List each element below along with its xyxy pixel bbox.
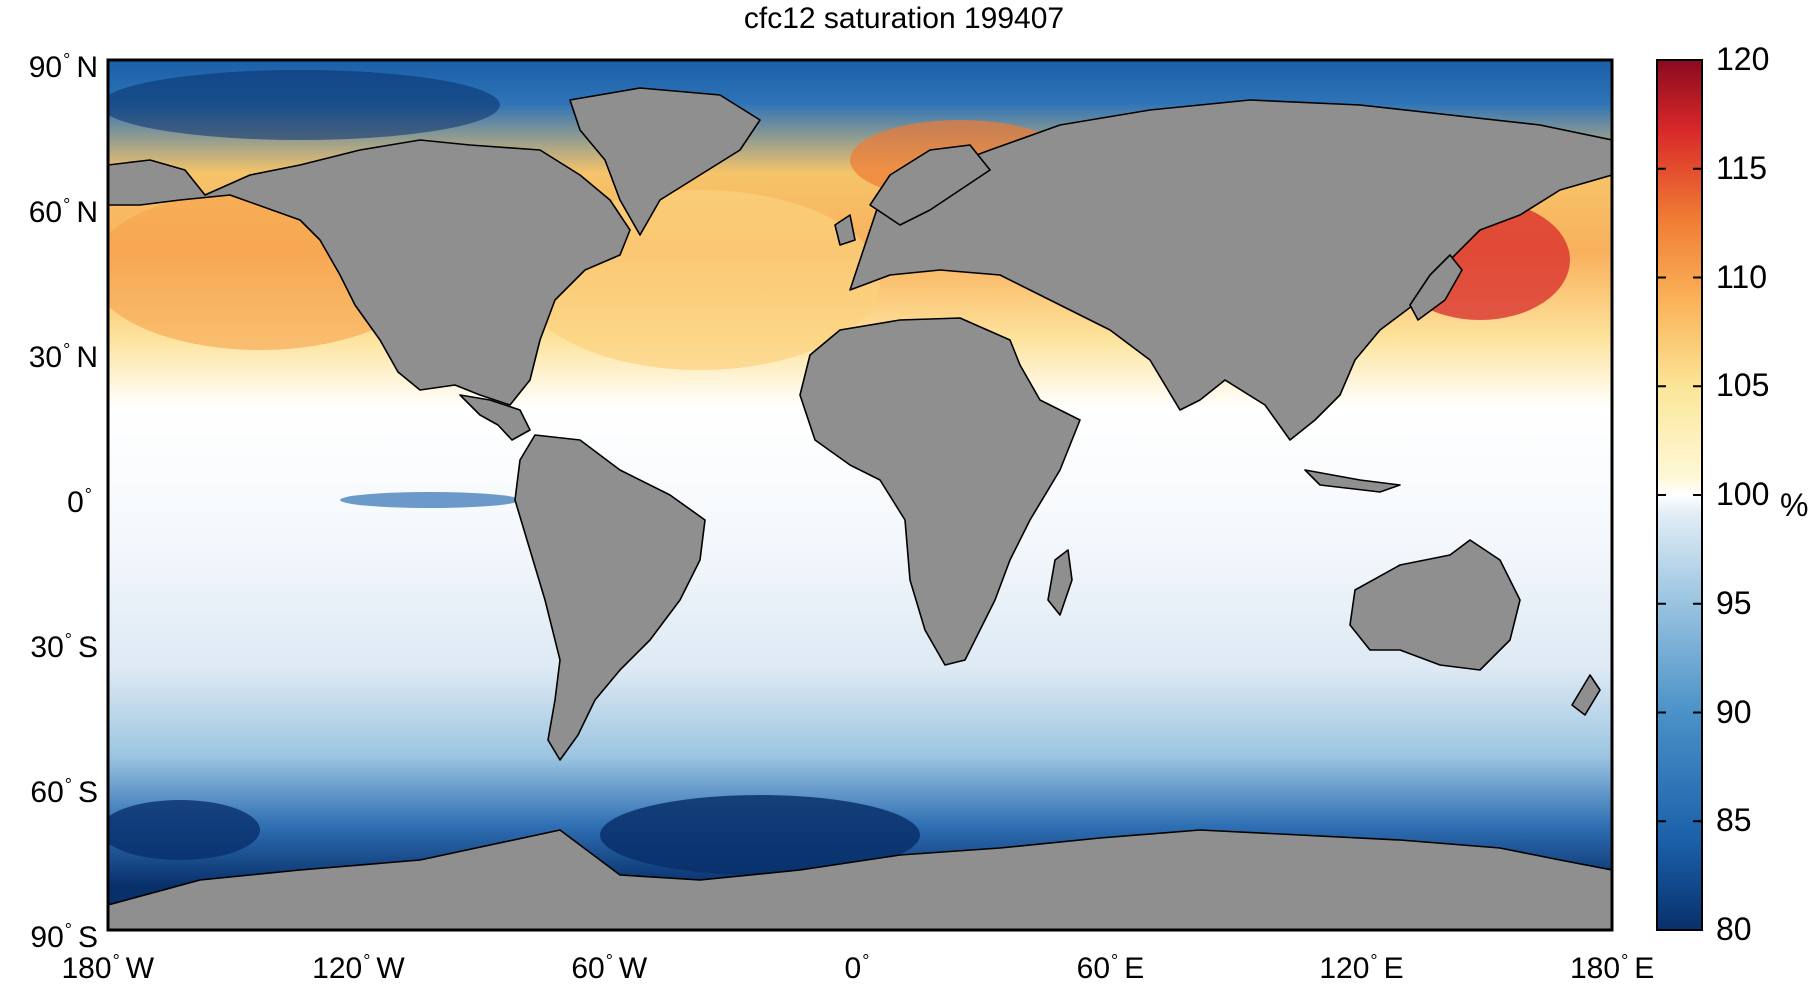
colorbar-tick-label: 110 bbox=[1716, 258, 1768, 295]
latitude-tick-label: 60° S bbox=[30, 775, 98, 809]
latitude-tick-label: 0° bbox=[67, 485, 92, 519]
colorbar-unit: % bbox=[1780, 487, 1808, 523]
colorbar-tick-label: 100 bbox=[1716, 476, 1770, 512]
madagascar-land bbox=[1047, 549, 1073, 616]
scandinavia-land bbox=[869, 144, 991, 226]
latitude-tick-label: 90° N bbox=[28, 50, 98, 84]
ross-sea-low bbox=[108, 800, 260, 860]
central-america-land bbox=[459, 394, 531, 441]
colorbar-tick-label: 115 bbox=[1716, 149, 1768, 186]
weddell-sea-low bbox=[600, 795, 920, 875]
land-masses bbox=[108, 87, 1612, 930]
longitude-tick-label: 60° W bbox=[571, 951, 648, 985]
australia-land bbox=[1349, 539, 1521, 671]
equatorial-pacific-low bbox=[340, 492, 520, 508]
north-america-land bbox=[108, 139, 631, 406]
antarctica-land bbox=[108, 829, 1612, 930]
longitude-tick-label: 0° bbox=[844, 951, 870, 985]
colorbar-tick-label: 120 bbox=[1716, 41, 1770, 77]
japan-land bbox=[1409, 254, 1463, 321]
longitude-tick-label: 180° E bbox=[1570, 951, 1655, 985]
longitude-tick-label: 180° W bbox=[61, 951, 155, 985]
uk-land bbox=[834, 214, 856, 246]
colorbar-tick-label: 95 bbox=[1716, 584, 1752, 621]
colorbar-tick-label: 80 bbox=[1716, 911, 1752, 947]
latitude-tick-label: 30° S bbox=[30, 630, 98, 664]
colorbar-tick-label: 85 bbox=[1716, 802, 1752, 839]
greenland-land bbox=[569, 87, 761, 236]
latitude-tick-label: 60° N bbox=[28, 195, 98, 229]
latitude-tick-label: 30° N bbox=[28, 340, 98, 374]
longitude-tick-label: 120° W bbox=[312, 951, 405, 985]
map-title: cfc12 saturation 199407 bbox=[743, 2, 1065, 35]
south-america-land bbox=[514, 434, 706, 761]
longitude-tick-label: 120° E bbox=[1319, 951, 1404, 985]
colorbar-tick-marks bbox=[1657, 59, 1702, 931]
latitude-tick-label: 90° S bbox=[30, 920, 98, 954]
map-frame bbox=[106, 58, 1614, 932]
africa-land bbox=[799, 317, 1081, 666]
colorbar-tick-label: 105 bbox=[1716, 367, 1770, 404]
longitude-tick-label: 60° E bbox=[1076, 951, 1145, 985]
colorbar-tick-label: 90 bbox=[1716, 693, 1752, 730]
new-zealand-land bbox=[1571, 674, 1601, 716]
indonesia-land bbox=[1304, 469, 1401, 493]
arctic-low bbox=[108, 70, 500, 140]
